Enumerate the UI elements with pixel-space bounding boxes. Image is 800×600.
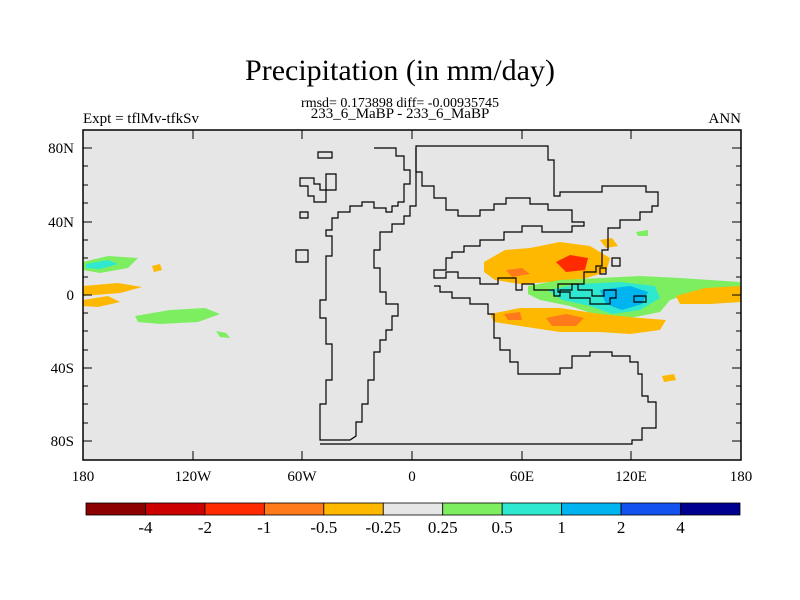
outline-island-3	[599, 267, 607, 275]
colorbar-swatch	[501, 502, 563, 516]
y-tick-label: 40N	[48, 215, 74, 231]
colorbar-swatch	[85, 502, 146, 516]
colorbar-swatch	[561, 502, 622, 516]
y-tick-label: 40S	[51, 361, 74, 377]
contour-west-eq-orange2	[83, 296, 120, 307]
stats-line: rmsd= 0.173898 diff= -0.00935745	[301, 96, 499, 111]
contour-east-pacific-orange	[676, 286, 741, 304]
contour-west-eq-orange	[83, 283, 142, 296]
outline-eurasia	[415, 145, 659, 297]
y-tick-label: 0	[67, 288, 75, 304]
colorbar-label: 0.25	[428, 518, 458, 537]
colorbar-label: -2	[198, 518, 212, 537]
colorbar-swatch	[323, 502, 384, 516]
x-tick-label: 120W	[175, 469, 213, 485]
outline-small-island	[633, 295, 647, 303]
contour-west-20n-cyan	[86, 260, 118, 269]
x-tick-label: 180	[72, 469, 95, 485]
contour-orange-120e	[600, 238, 618, 248]
contour-south-red	[546, 314, 584, 326]
outline-africa-south	[320, 285, 657, 445]
colorbar-swatch	[442, 502, 503, 516]
colorbar-label: -0.25	[366, 518, 401, 537]
expt-label: Expt = tflMv-tfkSv	[83, 111, 199, 127]
colorbar	[85, 502, 741, 516]
colorbar-label: 2	[617, 518, 626, 537]
outline-island-2	[611, 257, 621, 267]
outline-americas	[319, 147, 417, 441]
colorbar-label: -4	[138, 518, 153, 537]
colorbar-swatch	[382, 502, 444, 516]
outline-americas-island	[317, 151, 333, 159]
contour-orange-se	[662, 374, 676, 382]
colorbar-labels: -4 -2 -1 -0.5 -0.25 0.25 0.5 1 2 4	[138, 518, 685, 537]
colorbar-swatch	[680, 502, 741, 516]
x-tick-label: 60W	[287, 469, 317, 485]
colorbar-label: -0.5	[310, 518, 337, 537]
y-tick-label: 80N	[48, 141, 74, 157]
x-tick-label: 0	[408, 469, 416, 485]
colorbar-label: 1	[557, 518, 566, 537]
contour-north-red	[556, 255, 588, 272]
colorbar-label: -1	[257, 518, 271, 537]
contour-eq-lightblue	[600, 286, 648, 310]
x-tick-label: 60E	[510, 469, 534, 485]
colorbar-swatch	[145, 502, 206, 516]
x-tick-label: 180	[730, 469, 753, 485]
outline-americas-nw	[299, 173, 337, 203]
case-label: 233_6_MaBP - 233_6_MaBP	[310, 106, 490, 122]
contour-south-pacific-green	[135, 308, 220, 324]
contour-green-north-small	[636, 230, 648, 236]
outline-americas-w	[299, 211, 309, 219]
contour-orange-155w	[152, 264, 162, 272]
plot-title: Precipitation (in mm/day)	[245, 54, 555, 87]
y-tick-marks	[83, 147, 741, 442]
x-tick-label: 120E	[615, 469, 647, 485]
season-label: ANN	[708, 111, 742, 127]
colorbar-label: 4	[676, 518, 685, 537]
colorbar-swatch	[620, 502, 681, 516]
contour-north-orange-dark	[506, 268, 530, 277]
colorbar-label: 0.5	[492, 518, 513, 537]
colorbar-swatch	[263, 502, 325, 516]
outline-indo-islands	[557, 283, 617, 305]
contour-south-red2	[504, 312, 522, 320]
x-tick-marks	[82, 130, 742, 460]
outline-americas-sw	[295, 249, 309, 263]
contour-green-small	[216, 331, 230, 338]
land-outlines	[295, 145, 659, 445]
y-tick-label: 80S	[51, 434, 74, 450]
colorbar-swatch	[204, 502, 265, 516]
